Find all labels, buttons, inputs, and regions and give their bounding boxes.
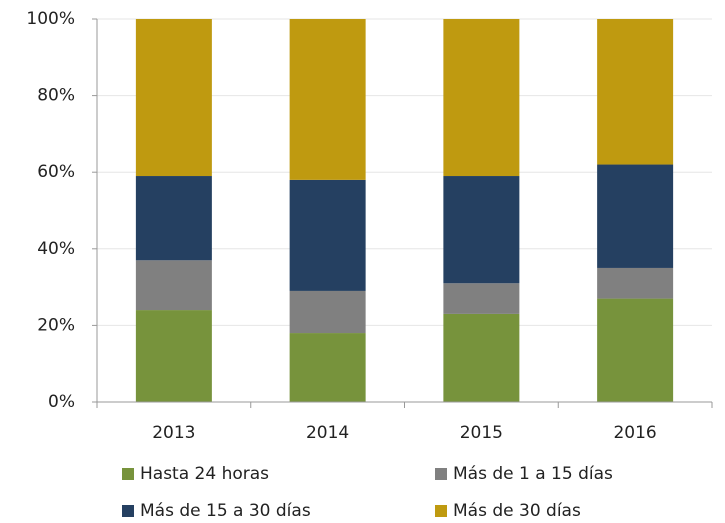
bar-segment — [597, 164, 674, 268]
bar-segment — [135, 176, 212, 261]
bar-segment — [597, 298, 674, 402]
legend-swatch — [122, 468, 134, 480]
y-tick-label: 0% — [48, 392, 75, 412]
x-tick-label: 2015 — [460, 423, 503, 443]
bar-segment — [443, 283, 520, 314]
legend-label: Hasta 24 horas — [140, 464, 269, 484]
bar-segment — [135, 19, 212, 177]
bar-segment — [443, 19, 520, 177]
bar-segment — [289, 290, 366, 334]
bar-segment — [289, 333, 366, 402]
bar-segment — [597, 267, 674, 299]
legend-label: Más de 15 a 30 días — [140, 501, 311, 521]
y-tick-label: 60% — [37, 162, 75, 182]
y-tick-label: 80% — [37, 86, 75, 106]
bar-segment — [135, 260, 212, 311]
legend-swatch — [435, 468, 447, 480]
legend-label: Más de 30 días — [453, 501, 581, 521]
bar-segment — [443, 176, 520, 284]
bar-segment — [289, 179, 366, 291]
bar-segment — [135, 310, 212, 402]
legend-swatch — [122, 505, 134, 517]
y-tick-label: 40% — [37, 239, 75, 259]
bar-segment — [289, 19, 366, 180]
y-tick-label: 20% — [37, 315, 75, 335]
x-tick-label: 2016 — [613, 423, 656, 443]
legend-swatch — [435, 505, 447, 517]
bar-segment — [597, 19, 674, 165]
legend-label: Más de 1 a 15 días — [453, 464, 613, 484]
x-tick-label: 2014 — [306, 423, 349, 443]
y-tick-label: 100% — [26, 9, 75, 29]
x-tick-label: 2013 — [152, 423, 195, 443]
bar-segment — [443, 313, 520, 402]
